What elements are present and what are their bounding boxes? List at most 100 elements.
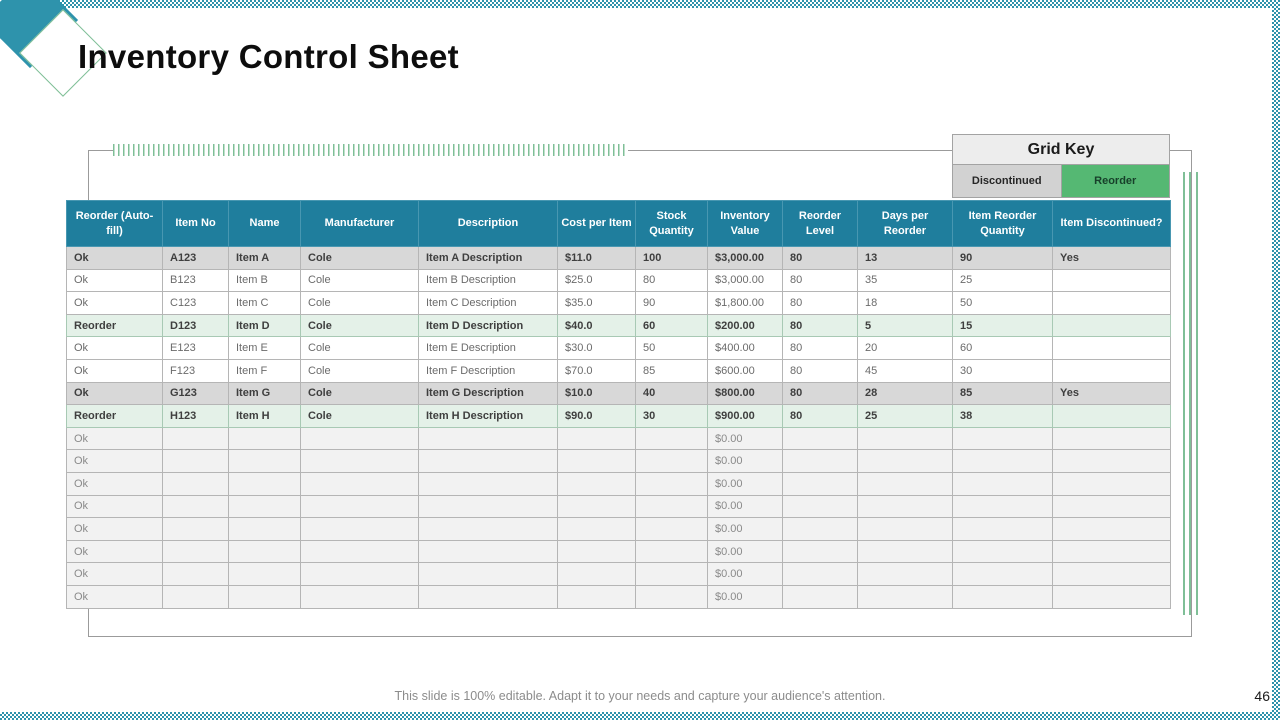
table-cell — [952, 471, 1053, 496]
table-cell: Item D Description — [418, 313, 558, 338]
table-cell — [418, 426, 558, 451]
table-cell — [557, 539, 636, 564]
table-cell: Item H Description — [418, 404, 558, 428]
table-cell — [300, 584, 419, 609]
table-cell: $30.0 — [557, 336, 636, 360]
column-header: Manufacturer — [300, 200, 419, 247]
table-cell: $0.00 — [707, 517, 783, 541]
column-header: Description — [418, 200, 558, 247]
table-cell: 80 — [782, 404, 858, 428]
table-cell: Ok — [66, 471, 163, 496]
table-cell: 35 — [857, 268, 953, 293]
table-cell — [1052, 471, 1171, 496]
table-cell: 18 — [857, 291, 953, 315]
table-cell: 80 — [782, 358, 858, 383]
table-cell: Reorder — [66, 313, 163, 338]
table-cell: 80 — [782, 381, 858, 406]
table-cell — [857, 517, 953, 541]
table-cell — [418, 449, 558, 473]
table-cell: Reorder — [66, 404, 163, 428]
table-cell: G123 — [162, 381, 229, 406]
table-cell: 80 — [782, 246, 858, 270]
inventory-table: Reorder (Auto-fill) Item No Name Manufactur… — [66, 200, 1171, 609]
table-row: Ok $0.00 — [66, 517, 1171, 541]
column-header: Cost per Item — [557, 200, 636, 247]
table-cell — [300, 494, 419, 519]
table-cell: Item G Description — [418, 381, 558, 406]
table-cell: $3,000.00 — [707, 268, 783, 293]
top-border-pattern — [0, 0, 1280, 8]
table-cell: Item F — [228, 358, 301, 383]
table-cell: 30 — [635, 404, 708, 428]
table-cell: C123 — [162, 291, 229, 315]
table-cell: Item B Description — [418, 268, 558, 293]
table-row: Ok A123 Item A Cole Item A Description $11.0 1… — [66, 246, 1171, 270]
table-cell: Cole — [300, 336, 419, 360]
table-cell: 80 — [782, 313, 858, 338]
footer-note: This slide is 100% editable. Adapt it to… — [394, 689, 886, 703]
column-header: Item Discontinued? — [1052, 200, 1171, 247]
table-row: Ok B123 Item B Cole Item B Description $25.0 8… — [66, 268, 1171, 293]
table-cell — [782, 471, 858, 496]
column-header: Reorder Level — [782, 200, 858, 247]
table-cell — [1052, 426, 1171, 451]
table-cell: 60 — [952, 336, 1053, 360]
table-cell — [952, 449, 1053, 473]
table-cell: 15 — [952, 313, 1053, 338]
table-cell: Ok — [66, 449, 163, 473]
table-cell: Cole — [300, 268, 419, 293]
table-cell — [1052, 584, 1171, 609]
decorative-vline — [1196, 172, 1198, 615]
table-cell: Ok — [66, 381, 163, 406]
table-cell: $1,800.00 — [707, 291, 783, 315]
table-cell — [300, 426, 419, 451]
column-header: Inventory Value — [707, 200, 783, 247]
table-cell: A123 — [162, 246, 229, 270]
table-cell — [418, 517, 558, 541]
table-cell: Item A Description — [418, 246, 558, 270]
table-cell — [300, 471, 419, 496]
table-cell: D123 — [162, 313, 229, 338]
table-cell — [228, 517, 301, 541]
table-cell — [857, 449, 953, 473]
table-row: Ok $0.00 — [66, 426, 1171, 451]
column-header: Stock Quantity — [635, 200, 708, 247]
table-cell: $0.00 — [707, 494, 783, 519]
table-cell: Cole — [300, 404, 419, 428]
table-row: Ok G123 Item G Cole Item G Description $10.0 4… — [66, 381, 1171, 406]
table-cell — [300, 539, 419, 564]
table-cell: E123 — [162, 336, 229, 360]
table-cell — [162, 494, 229, 519]
table-cell — [857, 494, 953, 519]
table-cell: Cole — [300, 381, 419, 406]
table-cell: Ok — [66, 584, 163, 609]
table-cell: 5 — [857, 313, 953, 338]
table-cell: $0.00 — [707, 471, 783, 496]
table-cell: 80 — [782, 268, 858, 293]
table-cell: $0.00 — [707, 449, 783, 473]
table-cell: $40.0 — [557, 313, 636, 338]
table-row: Ok $0.00 — [66, 562, 1171, 586]
table-row: Ok F123 Item F Cole Item F Description $70.0 8… — [66, 358, 1171, 383]
table-cell — [782, 539, 858, 564]
table-cell — [228, 426, 301, 451]
table-cell — [782, 426, 858, 451]
table-cell — [952, 517, 1053, 541]
table-cell — [162, 426, 229, 451]
table-cell — [162, 584, 229, 609]
table-cell — [1052, 336, 1171, 360]
table-cell: Cole — [300, 358, 419, 383]
table-cell: $3,000.00 — [707, 246, 783, 270]
table-cell — [952, 494, 1053, 519]
table-cell: 50 — [635, 336, 708, 360]
table-cell: Item C — [228, 291, 301, 315]
table-cell: 60 — [635, 313, 708, 338]
table-cell — [1052, 291, 1171, 315]
table-cell: $400.00 — [707, 336, 783, 360]
table-cell: 80 — [635, 268, 708, 293]
table-cell — [418, 471, 558, 496]
table-cell: Item D — [228, 313, 301, 338]
table-cell: 90 — [952, 246, 1053, 270]
table-row: Ok $0.00 — [66, 584, 1171, 609]
bottom-border-pattern — [0, 712, 1280, 720]
